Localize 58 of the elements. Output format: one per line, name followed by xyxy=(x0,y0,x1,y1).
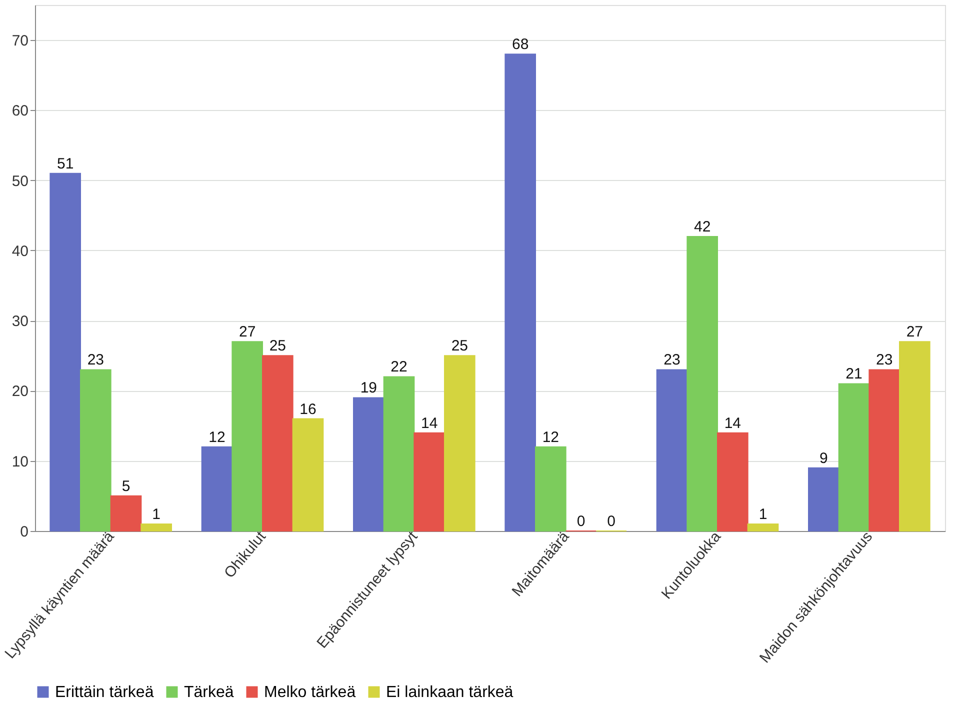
data-label: 0 xyxy=(607,513,616,530)
bar xyxy=(808,467,840,532)
data-label: 12 xyxy=(542,428,560,446)
bar xyxy=(504,54,536,532)
bar xyxy=(747,523,779,532)
bar xyxy=(110,495,142,532)
data-label: 42 xyxy=(694,218,711,236)
y-tick-label: 70 xyxy=(12,32,28,50)
bar xyxy=(292,418,324,532)
bar xyxy=(868,369,900,532)
data-label: 25 xyxy=(451,338,468,355)
bar xyxy=(232,341,263,532)
data-label: 9 xyxy=(819,450,828,467)
data-label: 1 xyxy=(758,506,768,523)
bar xyxy=(656,369,688,532)
data-label: 19 xyxy=(360,380,378,397)
bar xyxy=(353,397,384,532)
bar xyxy=(383,376,415,532)
bar xyxy=(899,341,930,532)
bar xyxy=(686,236,718,532)
legend-label: Melko tärkeä xyxy=(264,684,356,701)
data-label: 27 xyxy=(238,324,256,341)
data-label: 51 xyxy=(56,155,74,172)
y-tick-label: 40 xyxy=(12,242,28,260)
data-label: 0 xyxy=(576,513,586,530)
legend-label: Ei lainkaan tärkeä xyxy=(386,684,514,701)
bar xyxy=(535,446,566,532)
bar xyxy=(50,172,81,532)
data-label: 14 xyxy=(420,414,438,432)
bar xyxy=(414,432,445,532)
y-tick-label: 0 xyxy=(20,524,28,540)
legend-label: Erittäin tärkeä xyxy=(55,684,154,701)
y-tick-label: 30 xyxy=(12,313,28,330)
data-label: 14 xyxy=(724,414,742,432)
legend-label: Tärkeä xyxy=(184,684,234,701)
y-tick-label: 50 xyxy=(12,172,28,190)
bar xyxy=(80,369,112,532)
y-tick-label: 20 xyxy=(12,383,28,400)
bar xyxy=(262,355,294,532)
data-label: 16 xyxy=(300,400,316,418)
data-label: 25 xyxy=(269,338,286,355)
bar xyxy=(717,432,748,532)
data-label: 68 xyxy=(512,36,529,54)
data-label: 23 xyxy=(876,352,893,369)
y-tick-label: 60 xyxy=(12,102,28,120)
data-label: 22 xyxy=(390,358,408,376)
bar xyxy=(140,523,172,532)
data-label: 21 xyxy=(846,366,862,383)
bar xyxy=(444,355,476,532)
data-label: 12 xyxy=(208,428,226,446)
data-label: 27 xyxy=(906,324,924,341)
data-label: 23 xyxy=(664,352,680,369)
bar xyxy=(838,383,870,532)
data-label: 1 xyxy=(152,506,161,523)
y-tick-label: 10 xyxy=(12,453,28,470)
bar xyxy=(201,446,233,532)
data-label: 5 xyxy=(122,478,130,495)
data-label: 23 xyxy=(87,352,104,369)
